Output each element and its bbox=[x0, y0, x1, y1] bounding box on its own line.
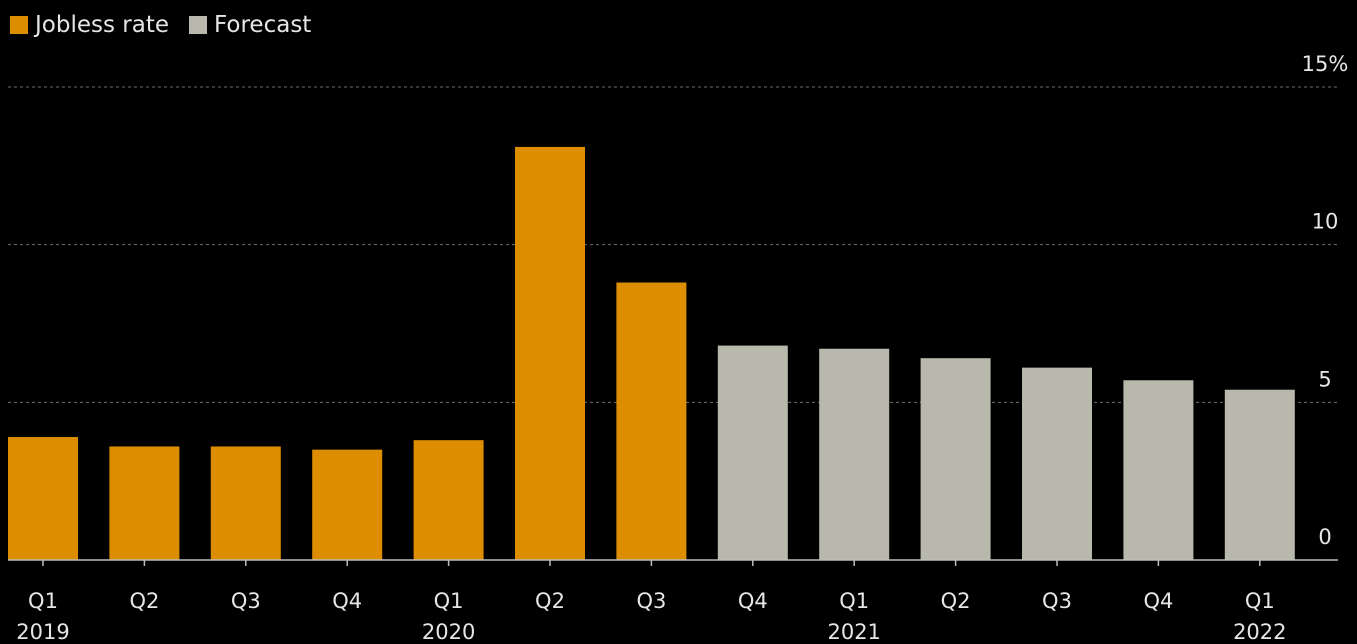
x-tick-label-quarter: Q1 bbox=[434, 589, 464, 613]
x-tick-label-year: 2022 bbox=[1233, 620, 1286, 644]
bars bbox=[8, 146, 1295, 560]
bar-jobless-rate bbox=[413, 440, 484, 560]
bar-jobless-rate bbox=[616, 282, 687, 560]
y-tick-label: 15% bbox=[1302, 52, 1349, 76]
x-tick-label-quarter: Q2 bbox=[129, 589, 159, 613]
legend-swatch-jobless-rate bbox=[10, 16, 28, 34]
bar-jobless-rate bbox=[109, 446, 180, 560]
axes: 0 5 10 15% Q1 2019 Q2 Q3 Q4 Q1 2020 Q2 Q3 Q4 Q1 2021 Q2 Q… bbox=[8, 52, 1348, 644]
y-tick-label: 5 bbox=[1318, 367, 1331, 391]
y-tick-label: 0 bbox=[1318, 525, 1331, 549]
x-tick-label-quarter: Q4 bbox=[332, 589, 362, 613]
x-tick-label-year: 2020 bbox=[422, 620, 475, 644]
x-tick-label-quarter: Q1 bbox=[839, 589, 869, 613]
x-tick-label-quarter: Q3 bbox=[636, 589, 666, 613]
x-tick-label-quarter: Q4 bbox=[1143, 589, 1173, 613]
x-tick-label-quarter: Q1 bbox=[28, 589, 58, 613]
legend-swatch-forecast bbox=[189, 16, 207, 34]
x-tick-label-quarter: Q3 bbox=[231, 589, 261, 613]
x-tick-label-quarter: Q2 bbox=[941, 589, 971, 613]
x-tick-label-quarter: Q3 bbox=[1042, 589, 1072, 613]
bar-jobless-rate bbox=[515, 146, 585, 560]
bar-forecast bbox=[717, 345, 788, 560]
y-tick-label: 10 bbox=[1312, 210, 1339, 234]
bar-jobless-rate bbox=[8, 437, 78, 560]
bar-forecast bbox=[1224, 389, 1295, 560]
bar-jobless-rate bbox=[210, 446, 281, 560]
x-tick-label-year: 2021 bbox=[827, 620, 880, 644]
bar-forecast bbox=[1123, 380, 1194, 560]
legend-label-forecast: Forecast bbox=[214, 12, 312, 38]
bar-forecast bbox=[1022, 367, 1092, 560]
x-tick-label-year: 2019 bbox=[16, 620, 69, 644]
legend: Jobless rate Forecast bbox=[10, 11, 331, 39]
x-tick-label-quarter: Q4 bbox=[738, 589, 768, 613]
legend-label-jobless-rate: Jobless rate bbox=[35, 12, 169, 38]
legend-item-forecast: Forecast bbox=[189, 11, 311, 39]
bar-forecast bbox=[920, 358, 991, 560]
x-tick-label-quarter: Q1 bbox=[1245, 589, 1275, 613]
bar-forecast bbox=[819, 348, 890, 560]
bar-jobless-rate bbox=[312, 449, 383, 560]
legend-item-jobless-rate: Jobless rate bbox=[10, 11, 169, 39]
x-tick-label-quarter: Q2 bbox=[535, 589, 565, 613]
